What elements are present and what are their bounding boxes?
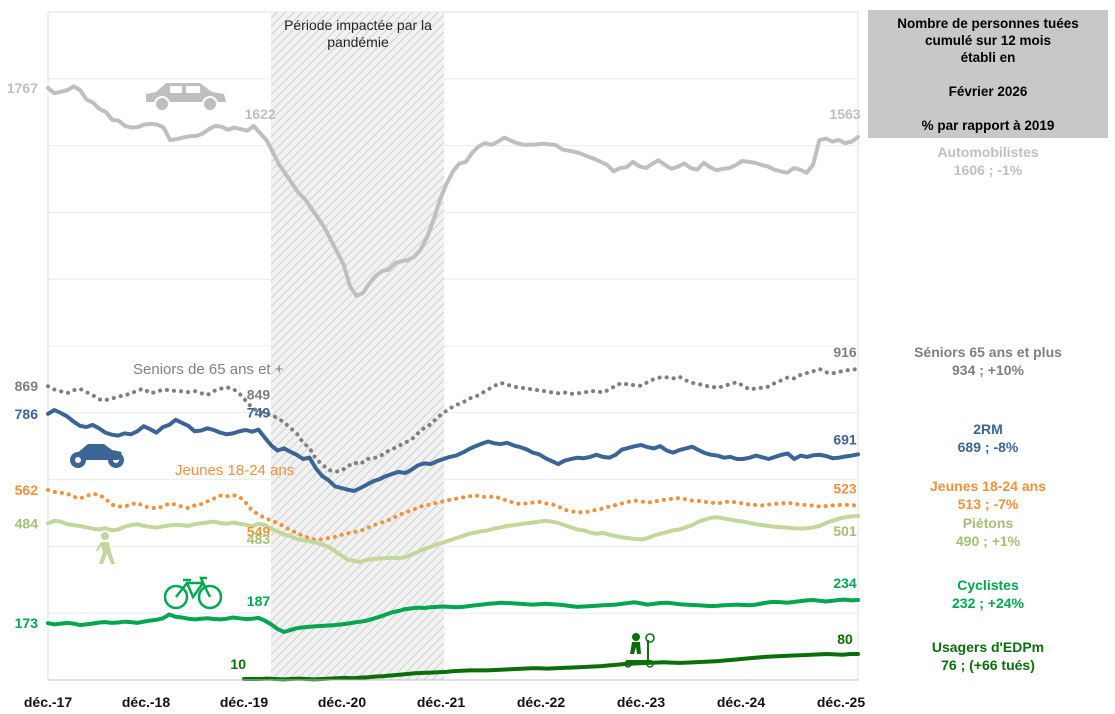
series-line-edpm <box>242 652 860 682</box>
legend-value: 689 ; -8% <box>957 439 1019 455</box>
legend-pietons: Piétons 490 ; +1% <box>868 514 1108 550</box>
gridlines <box>47 11 859 681</box>
legend-value: 1606 ; -1% <box>953 162 1023 178</box>
legend-jeunes: Jeunes 18-24 ans 513 ; -7% <box>868 477 1108 513</box>
series-lines <box>46 84 860 682</box>
mid-label-pietons: 483 <box>247 531 271 547</box>
series-line-seniors <box>46 367 860 474</box>
end-label-2rm: 691 <box>833 431 857 447</box>
legend-seniors: Séniors 65 ans et plus 934 ; +10% <box>868 343 1108 379</box>
car-icon <box>146 83 226 112</box>
x-axis: déc.-17 déc.-18 déc.-19 déc.-20 déc.-21 déc.-… <box>24 679 865 710</box>
end-label-seniors: 916 <box>833 344 857 360</box>
series-line-2rm <box>46 408 860 493</box>
legend-name: Piétons <box>962 515 1014 531</box>
start-label-cyclistes: 173 <box>15 615 39 631</box>
x-tick-label: déc.-18 <box>122 694 170 710</box>
start-label-seniors: 869 <box>15 378 39 394</box>
x-tick-label: déc.-24 <box>717 694 765 710</box>
legend-name: Séniors 65 ans et plus <box>914 344 1062 360</box>
end-label-automobilistes: 1563 <box>829 106 860 122</box>
mid-label-edpm: 10 <box>230 656 246 672</box>
x-tick-label: déc.-19 <box>220 694 268 710</box>
legend-name: Jeunes 18-24 ans <box>930 478 1046 494</box>
pandemic-shaded-area <box>271 12 444 680</box>
legend-cyclistes: Cyclistes 232 ; +24% <box>868 576 1108 612</box>
info-line-5: % par rapport à 2019 <box>921 118 1055 133</box>
end-label-edpm: 80 <box>837 631 853 647</box>
legend-value: 76 ; (+66 tués) <box>941 657 1035 673</box>
legend-edpm: Usagers d'EDPm 76 ; (+66 tués) <box>868 638 1108 674</box>
info-line-3: établi en <box>960 50 1016 65</box>
mid-label-jeunes: 549 <box>247 523 271 539</box>
x-tick-label: déc.-17 <box>24 694 72 710</box>
legend-automobilistes: Automobilistes 1606 ; -1% <box>868 143 1108 179</box>
end-label-jeunes: 523 <box>833 480 857 496</box>
info-line-1: Nombre de personnes tuées <box>897 16 1079 31</box>
legend-value: 513 ; -7% <box>957 496 1019 512</box>
legend-name: 2RM <box>973 421 1003 437</box>
legend-name: Usagers d'EDPm <box>931 639 1045 655</box>
legend-value: 232 ; +24% <box>952 595 1024 611</box>
x-tick-label: déc.-25 <box>817 694 865 710</box>
bicycle-icon <box>163 576 223 610</box>
legend-name: Cyclistes <box>957 577 1019 593</box>
series-line-automobilistes <box>46 84 860 298</box>
mid-label-seniors: 849 <box>247 386 271 402</box>
series-line-pietons <box>46 514 860 564</box>
scooter-icon <box>624 633 655 668</box>
info-line-4: Février 2026 <box>948 84 1028 99</box>
series-value-labels: 1767 1622 1563 869 849 916 786 749 691 562 549 523 4… <box>7 80 861 672</box>
mid-label-cyclistes: 187 <box>247 593 271 609</box>
start-label-automobilistes: 1767 <box>7 80 38 96</box>
info-spacer <box>868 66 1108 83</box>
end-label-pietons: 501 <box>833 523 857 539</box>
inline-label-jeunes: Jeunes 18-24 ans <box>175 462 294 479</box>
info-box: Nombre de personnes tuées cumulé sur 12 … <box>868 10 1108 138</box>
x-tick-label: déc.-23 <box>617 694 665 710</box>
motorcycle-icon <box>70 444 124 468</box>
legend-value: 934 ; +10% <box>952 362 1024 378</box>
pandemic-label: Période impactée par la pandémie <box>284 17 432 50</box>
legend-value: 490 ; +1% <box>955 533 1021 549</box>
start-label-2rm: 786 <box>15 406 39 422</box>
series-line-jeunes <box>46 488 860 542</box>
end-label-cyclistes: 234 <box>833 575 857 591</box>
mid-label-automobilistes: 1622 <box>245 106 276 122</box>
x-tick-label: déc.-20 <box>318 694 366 710</box>
x-tick-label: déc.-22 <box>517 694 565 710</box>
info-spacer-2 <box>868 100 1108 117</box>
start-label-pietons: 484 <box>15 515 39 531</box>
start-label-jeunes: 562 <box>15 482 39 498</box>
legend-name: Automobilistes <box>937 144 1039 160</box>
inline-label-seniors: Seniors de 65 ans et + <box>133 361 284 378</box>
x-tick-label: déc.-21 <box>417 694 465 710</box>
info-line-2: cumulé sur 12 mois <box>924 33 1052 48</box>
pedestrian-icon <box>96 532 115 564</box>
legend-2rm: 2RM 689 ; -8% <box>868 420 1108 456</box>
mid-label-2rm: 749 <box>247 405 271 421</box>
series-line-cyclistes <box>46 597 860 634</box>
